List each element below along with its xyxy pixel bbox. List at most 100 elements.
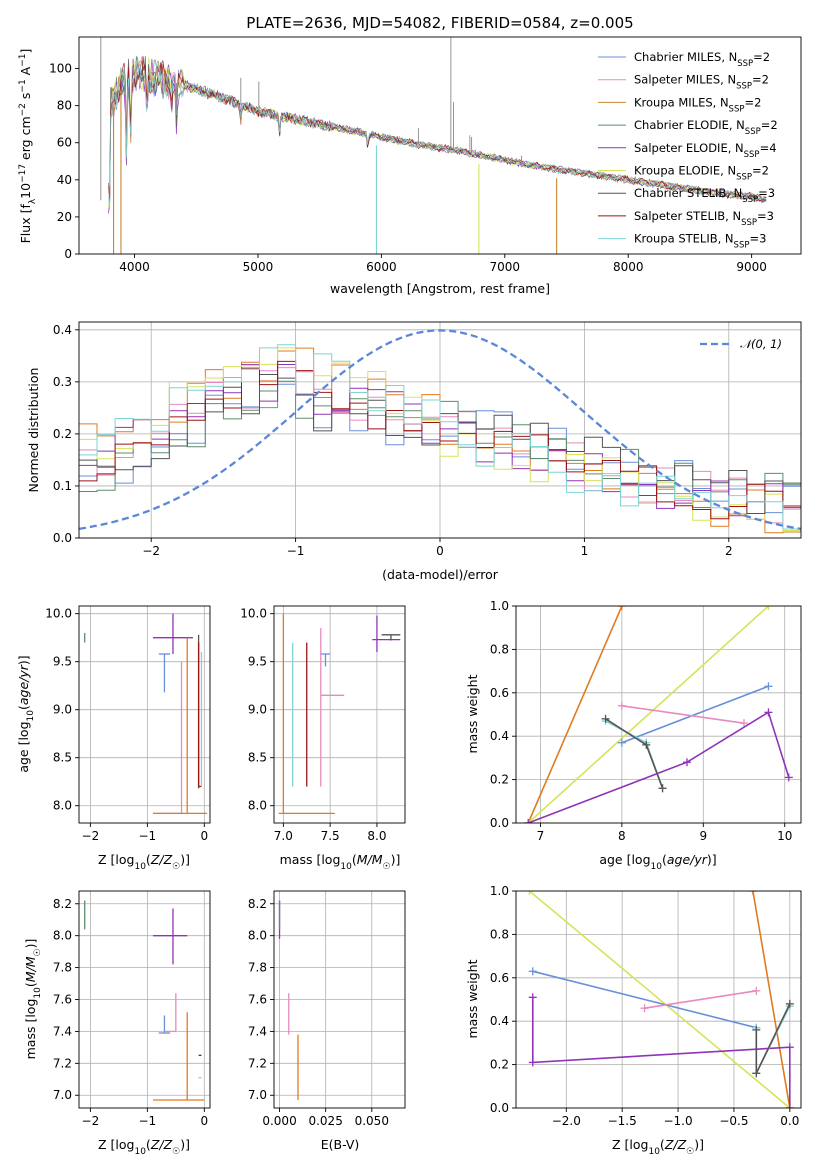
legend-name: Chabrier STELIB, N bbox=[634, 186, 742, 200]
legend-entry: Kroupa ELODIE, NSSP=2 bbox=[634, 164, 769, 183]
x-tick-label: 0 bbox=[200, 829, 208, 843]
chart-title: PLATE=2636, MJD=54082, FIBERID=0584, z=0… bbox=[246, 14, 633, 32]
spectrum-series-line bbox=[108, 59, 767, 210]
data-point-marker bbox=[683, 758, 691, 767]
age-vs-Z-chart: −2 −1 0 8.0 8.5 9.0 9.5 10.0 bbox=[45, 605, 211, 843]
spectrum-frame bbox=[78, 36, 802, 255]
x-axis-label-part: ☉ bbox=[172, 862, 180, 872]
legend-entry: Chabrier ELODIE, NSSP=2 bbox=[634, 118, 778, 137]
y-axis-label: mass [log10(M/M☉)] bbox=[23, 939, 43, 1060]
y-tick-label: 20 bbox=[57, 210, 72, 224]
y-axis-label-part: 10 bbox=[26, 710, 36, 722]
y-tick-label: 7.2 bbox=[248, 1056, 267, 1070]
x-tick-label: 7000 bbox=[490, 260, 521, 274]
y-tick-label: 7.6 bbox=[248, 993, 267, 1007]
y-tick-label: 9.0 bbox=[53, 703, 72, 717]
histogram-series bbox=[79, 360, 801, 520]
x-tick-label: 0.025 bbox=[308, 1114, 342, 1128]
y-axis-label-part: ] bbox=[18, 49, 33, 54]
y-axis-label-part: 10 bbox=[18, 183, 33, 199]
x-axis-label: mass [log10(M/M☉)] bbox=[280, 852, 401, 872]
y-tick-label: 0.2 bbox=[53, 427, 72, 441]
x-tick-label: 8000 bbox=[613, 260, 644, 274]
age-vs-mass-chart: 7.0 7.5 8.0 8.0 8.5 9.0 9.5 10.0 bbox=[240, 605, 406, 843]
legend-suffix: =3 bbox=[749, 232, 766, 246]
legend-name: Salpeter ELODIE, N bbox=[634, 141, 744, 155]
spectrum-plot-area bbox=[100, 37, 767, 254]
mass-weight-vs-age-chart: 7 8 9 10 0.0 0.2 0.4 0.6 0.8 1.0 bbox=[490, 599, 802, 843]
data-point-marker bbox=[748, 891, 757, 895]
error-bar-point bbox=[278, 613, 335, 815]
legend-name: Kroupa ELODIE, N bbox=[634, 164, 736, 178]
y-axis-label-part: −2 bbox=[18, 103, 28, 116]
data-point-marker bbox=[752, 1025, 761, 1034]
y-tick-label: 0.0 bbox=[490, 816, 509, 830]
x-tick-label: −2 bbox=[82, 1114, 100, 1128]
y-tick-label: 80 bbox=[57, 99, 72, 113]
x-axis-label-part: Z [log bbox=[98, 852, 134, 867]
data-point-marker bbox=[640, 1004, 649, 1013]
data-point-marker bbox=[617, 701, 626, 710]
y-axis-label-part: ☉ bbox=[33, 948, 43, 956]
gaussian-curve bbox=[79, 329, 801, 531]
y-tick-label: 7.2 bbox=[53, 1056, 72, 1070]
y-tick-label: 0.2 bbox=[490, 1058, 509, 1072]
error-bar-point bbox=[153, 637, 208, 815]
x-tick-label: 0 bbox=[436, 544, 444, 558]
x-axis-label-part: Z [log bbox=[98, 1137, 134, 1152]
residuals-chart: −2 −1 0 1 2 0.0 0.1 0.2 0.3 0.4 bbox=[53, 321, 802, 558]
error-bar-point bbox=[320, 628, 345, 787]
y-tick-label: 7.8 bbox=[53, 961, 72, 975]
x-axis-label-part: age/yr bbox=[667, 852, 708, 867]
legend-entry: Kroupa STELIB, NSSP=3 bbox=[634, 232, 766, 251]
x-tick-label: 0.0 bbox=[780, 1114, 799, 1128]
data-point-marker bbox=[642, 740, 651, 749]
x-axis-label-part: Z [log bbox=[612, 1137, 648, 1152]
data-point-marker bbox=[528, 993, 537, 1002]
mass-weight-series bbox=[532, 997, 791, 1108]
y-axis-label-part: )] bbox=[16, 655, 31, 665]
mass-weight-series bbox=[752, 891, 791, 1108]
error-bar-point bbox=[320, 653, 331, 667]
y-tick-label: 9.5 bbox=[248, 655, 267, 669]
error-bar-point bbox=[372, 615, 401, 653]
legend-suffix: =3 bbox=[758, 186, 775, 200]
data-point-marker bbox=[658, 784, 667, 793]
data-point-marker bbox=[601, 714, 610, 723]
x-axis-label-part: ☉ bbox=[383, 862, 391, 872]
data-point-marker bbox=[528, 1058, 537, 1067]
x-tick-label: 0 bbox=[200, 1114, 208, 1128]
legend-name: Kroupa MILES, N bbox=[634, 95, 729, 109]
mass-weight-vs-Z-plot-area bbox=[516, 891, 801, 1108]
data-point-marker bbox=[752, 1069, 761, 1078]
legend-sub: SSP bbox=[736, 173, 752, 183]
y-tick-label: 0 bbox=[64, 247, 72, 261]
y-tick-label: 9.5 bbox=[53, 655, 72, 669]
y-tick-label: 0.8 bbox=[490, 642, 509, 656]
y-tick-label: 7.0 bbox=[248, 1088, 267, 1102]
legend-sub: SSP bbox=[736, 82, 752, 92]
x-tick-label: 6000 bbox=[366, 260, 397, 274]
y-tick-label: 100 bbox=[49, 62, 72, 76]
x-tick-label: 10 bbox=[777, 829, 792, 843]
x-axis-label-part: ☉ bbox=[686, 1147, 694, 1157]
x-axis-label-part: M/M bbox=[357, 852, 383, 867]
y-tick-label: 1.0 bbox=[490, 599, 509, 613]
y-axis-label-part: )] bbox=[23, 939, 38, 949]
y-tick-label: 7.8 bbox=[248, 961, 267, 975]
y-tick-label: 7.0 bbox=[53, 1088, 72, 1102]
x-axis-label-part: )] bbox=[707, 852, 717, 867]
mass-vs-Z-plot-area bbox=[79, 891, 210, 1108]
error-bar-point bbox=[164, 993, 177, 1033]
x-axis-label-part: Z/Z bbox=[150, 1137, 173, 1152]
legend-suffix: =2 bbox=[753, 50, 770, 64]
y-tick-label: 0.4 bbox=[490, 729, 509, 743]
y-tick-label: 7.4 bbox=[248, 1024, 267, 1038]
data-point-marker bbox=[764, 708, 773, 717]
x-tick-label: 8.0 bbox=[367, 829, 386, 843]
legend-sub: SSP bbox=[734, 241, 750, 251]
error-bar-point bbox=[158, 1015, 171, 1034]
x-tick-label: −2 bbox=[142, 544, 160, 558]
